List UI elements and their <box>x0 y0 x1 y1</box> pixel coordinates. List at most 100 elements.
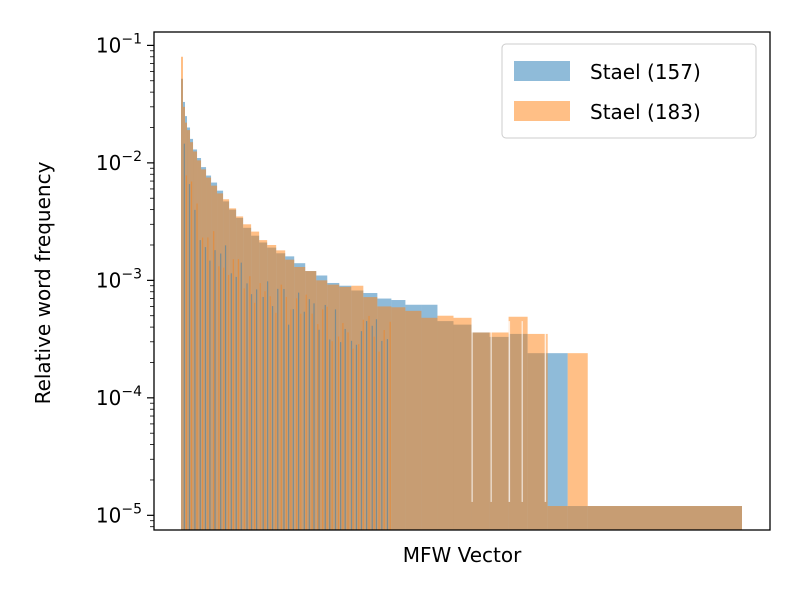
bar-gap-2 <box>508 321 511 502</box>
bar-spike-63 <box>347 332 349 530</box>
bar-gap-3 <box>521 321 523 502</box>
bar-spike-17 <box>227 274 230 530</box>
bar-spike-18 <box>230 273 232 530</box>
bar-spike-51 <box>317 324 319 530</box>
y-tick-label-0: 10−5 <box>96 501 142 527</box>
bar-series-1-bin-33 <box>471 332 490 530</box>
bar-spike-53 <box>322 309 324 530</box>
spikes-layer <box>183 143 547 531</box>
bar-spike-27 <box>254 302 256 530</box>
bar-gap-0 <box>471 321 473 502</box>
bar-spike-32 <box>267 281 269 530</box>
bar-series-1-bin-11 <box>223 199 230 530</box>
bar-series-0-bin-37 <box>547 353 568 530</box>
legend-swatch-stael-183 <box>514 101 570 121</box>
bar-series-1-bin-26 <box>363 297 378 530</box>
bar-series-1-bin-25 <box>351 285 364 530</box>
bar-spike-23 <box>243 288 245 530</box>
bar-spike-16 <box>224 245 227 530</box>
bar-spike-44 <box>298 292 300 530</box>
bar-series-1-bin-21 <box>305 271 317 530</box>
bar-spike-55 <box>326 306 328 530</box>
bar-spike-72 <box>371 325 373 530</box>
bars-layer <box>181 56 742 531</box>
bar-spike-10 <box>209 260 211 530</box>
bar-series-1-bin-9 <box>211 185 218 530</box>
bar-spike-59 <box>337 336 340 530</box>
bar-spike-43 <box>296 298 298 530</box>
bar-series-1-bin-6 <box>197 160 202 530</box>
bar-spike-22 <box>240 262 242 530</box>
bar-series-1-bin-16 <box>259 240 268 530</box>
y-axis-label: Relative word frequency <box>31 161 55 404</box>
bar-spike-45 <box>300 313 302 530</box>
bar-spike-0 <box>183 143 185 530</box>
x-axis-label: MFW Vector <box>403 543 522 567</box>
y-tick-label-4: 10−1 <box>96 31 142 57</box>
y-axis-ticks: 10−5 10−4 10−3 10−2 10−1 <box>96 31 154 527</box>
bar-spike-30 <box>262 296 264 530</box>
bar-series-1-bin-5 <box>193 151 198 531</box>
bar-spike-54 <box>324 304 326 530</box>
bar-spike-79 <box>389 321 391 530</box>
bar-spike-73 <box>373 336 375 530</box>
bar-series-1-bin-31 <box>437 315 454 530</box>
bar-spike-61 <box>342 323 344 530</box>
bar-spike-1 <box>185 175 187 530</box>
bar-gap-1 <box>490 321 492 502</box>
bar-spike-36 <box>277 288 279 530</box>
bar-spike-64 <box>350 340 353 530</box>
bar-series-1-bin-10 <box>217 193 224 530</box>
bar-series-1-bin-36 <box>527 333 548 530</box>
bar-spike-48 <box>308 299 310 530</box>
bar-series-1-bin-8 <box>206 177 212 531</box>
bar-series-1-bin-30 <box>421 317 438 530</box>
bar-spike-75 <box>378 351 380 530</box>
bar-spike-3 <box>190 181 193 530</box>
y-tick-label-2: 10−3 <box>96 266 142 292</box>
bar-spike-2 <box>188 184 191 530</box>
bar-series-1-bin-14 <box>243 224 252 531</box>
bar-series-1-bin-32 <box>453 317 472 530</box>
bar-series-1-bin-3 <box>187 130 191 530</box>
bar-spike-25 <box>249 276 251 530</box>
bar-series-1-bin-0 <box>181 56 183 531</box>
bar-series-1-bin-4 <box>190 142 194 530</box>
bar-spike-21 <box>237 259 240 530</box>
bar-spike-31 <box>264 291 266 530</box>
bar-spike-39 <box>285 296 287 530</box>
bar-spike-38 <box>283 288 285 530</box>
y-axis-minor-ticks <box>150 50 154 528</box>
bar-series-1-bin-24 <box>339 286 352 530</box>
bar-series-1-bin-39 <box>587 506 742 530</box>
legend-swatch-stael-157 <box>514 61 570 81</box>
bar-spike-28 <box>256 289 258 530</box>
bar-series-1-bin-22 <box>316 280 328 530</box>
bar-spike-20 <box>235 276 237 530</box>
legend: Stael (157) Stael (183) <box>501 43 757 139</box>
bar-spike-5 <box>196 203 198 530</box>
legend-label-stael-183: Stael (183) <box>590 100 701 124</box>
bar-spike-7 <box>201 237 204 531</box>
bar-spike-46 <box>303 311 305 530</box>
bar-series-1-bin-17 <box>267 244 277 531</box>
bar-spike-35 <box>275 312 277 530</box>
bar-spike-8 <box>204 247 207 530</box>
bar-series-1-bin-34 <box>489 332 509 530</box>
bar-spike-65 <box>352 348 354 530</box>
bar-series-1-bin-19 <box>285 259 295 530</box>
bar-series-1-bin-15 <box>251 231 260 530</box>
bar-series-1-bin-18 <box>276 250 286 531</box>
bar-spike-69 <box>362 319 364 530</box>
bar-spike-52 <box>318 329 320 530</box>
bar-spike-15 <box>223 267 225 530</box>
bar-spike-6 <box>199 240 201 530</box>
bar-spike-70 <box>366 321 368 530</box>
bar-spike-41 <box>290 309 292 530</box>
bar-spike-68 <box>360 331 363 530</box>
bar-series-1-bin-2 <box>185 122 188 530</box>
axes-frame <box>153 31 771 531</box>
bar-spike-34 <box>271 306 274 530</box>
bar-spike-26 <box>250 294 253 530</box>
